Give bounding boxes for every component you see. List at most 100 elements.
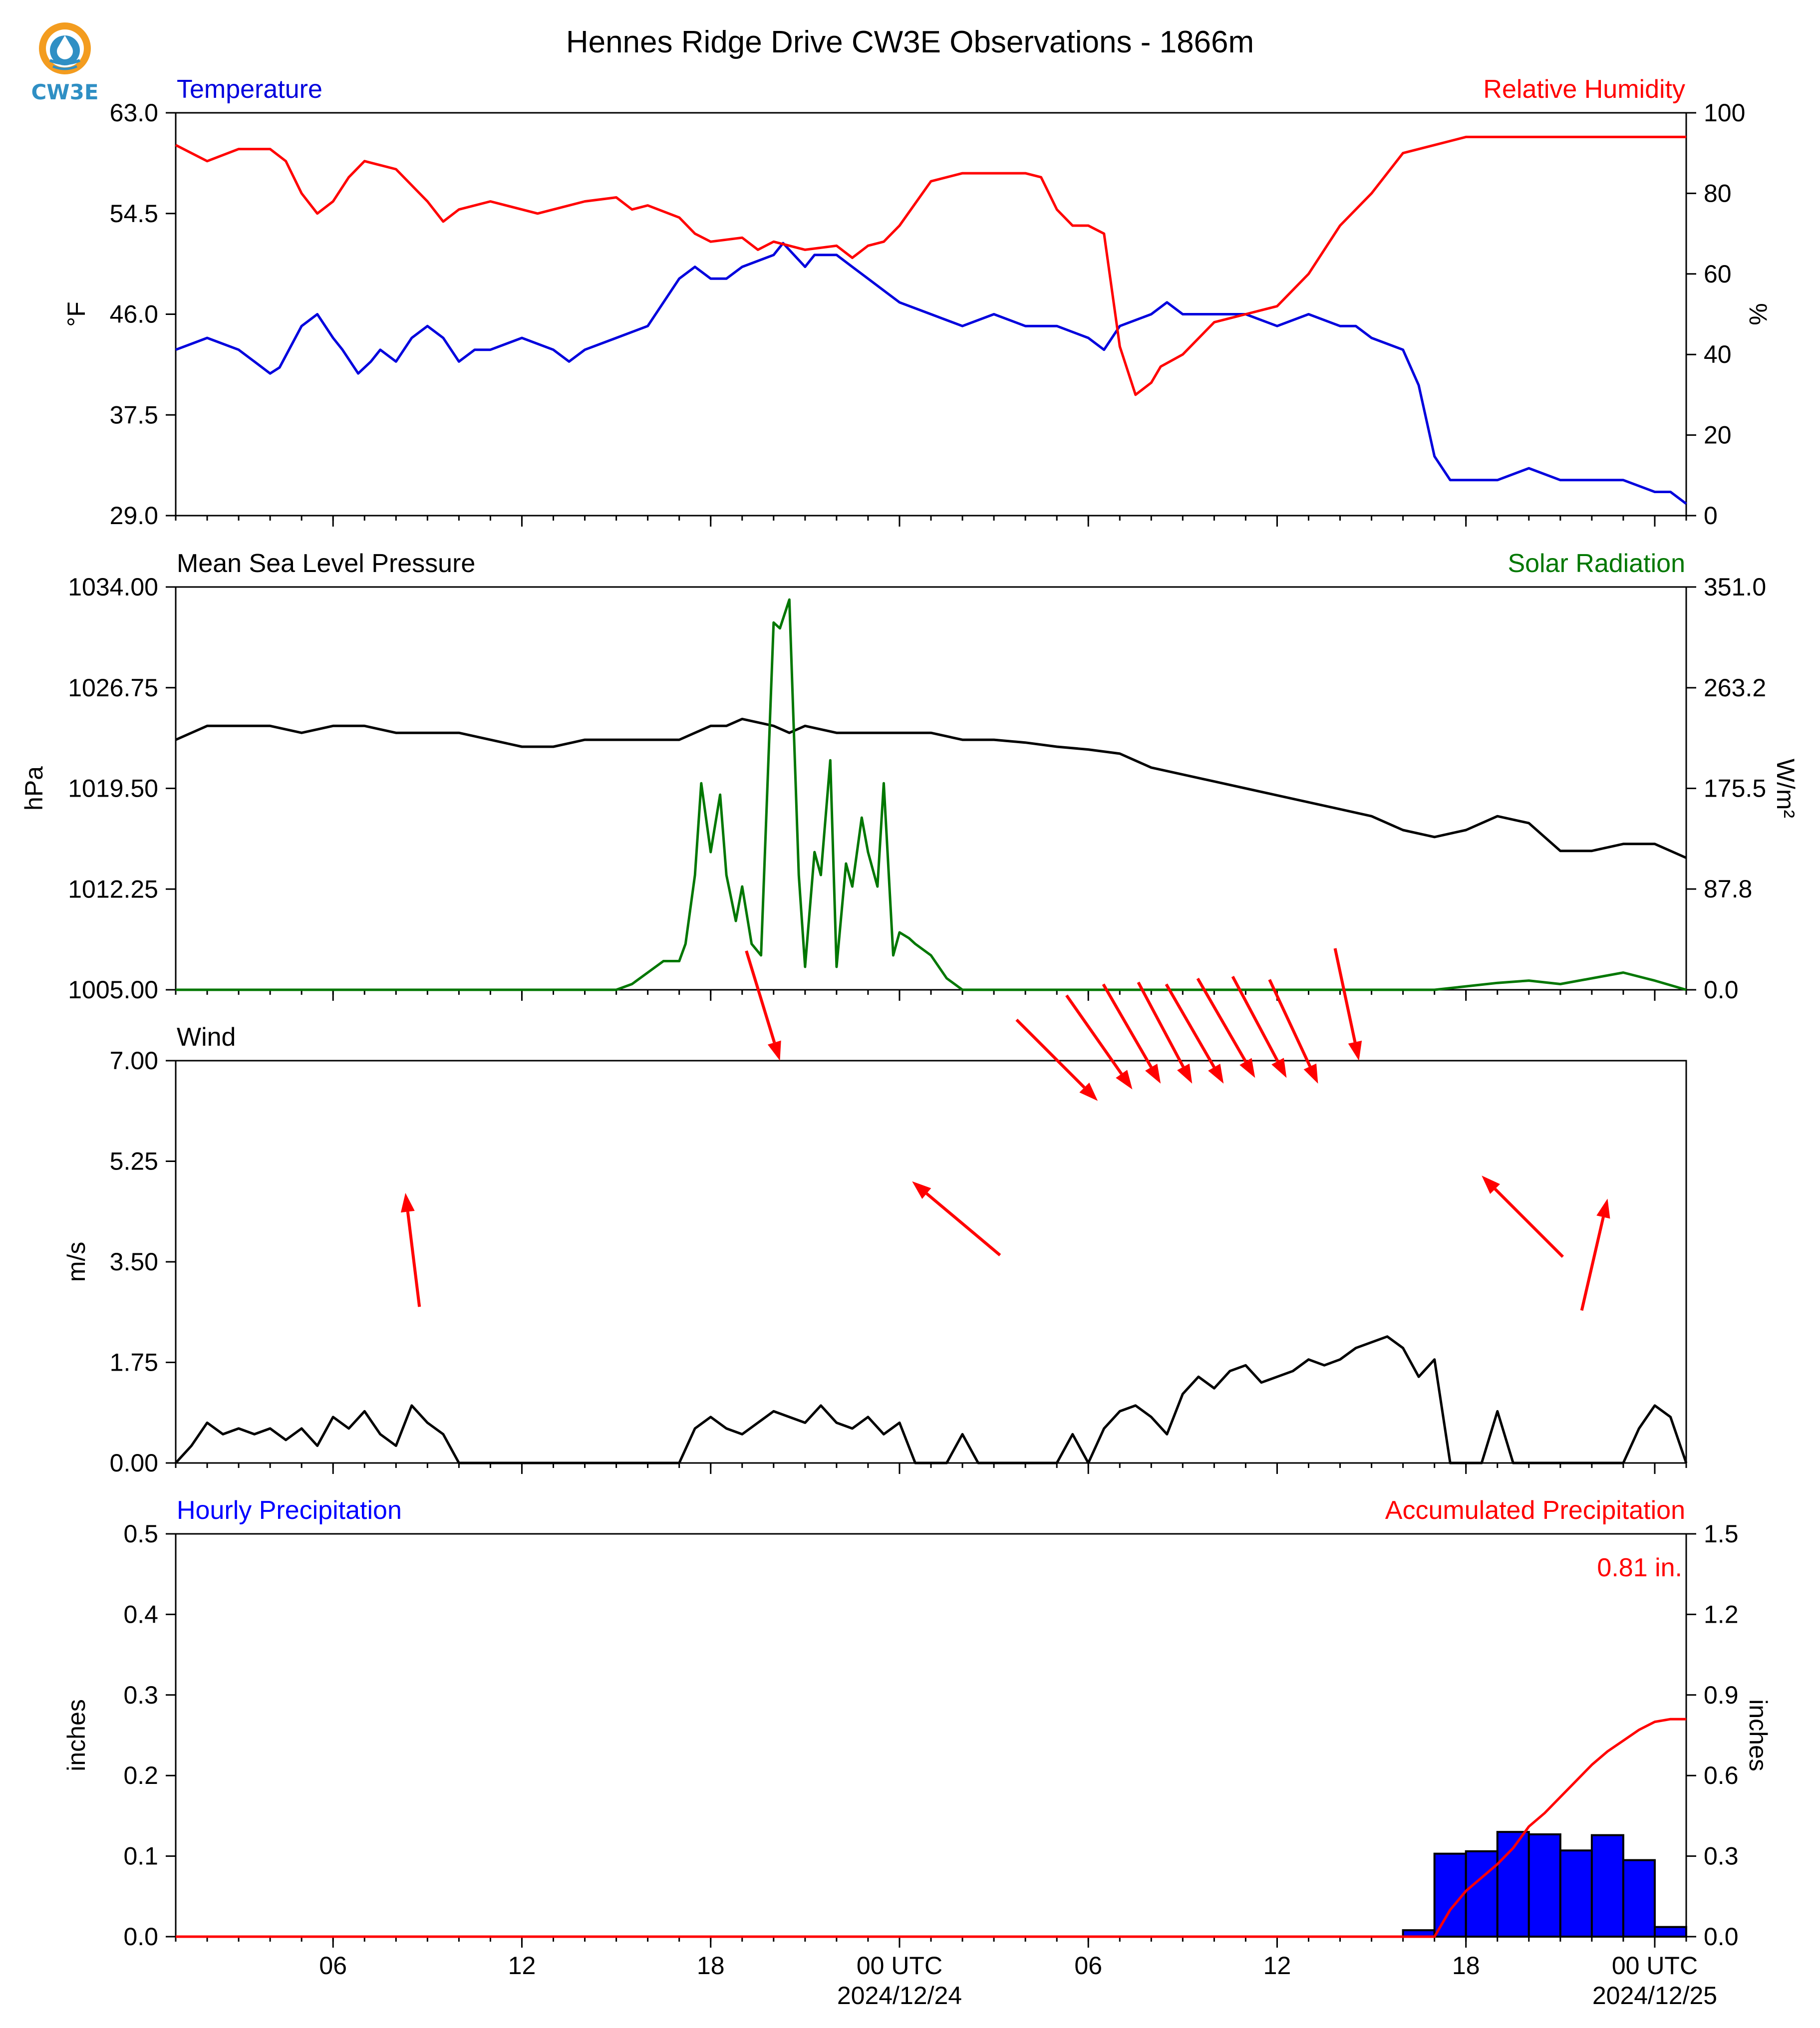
panel-2 — [166, 586, 1696, 1001]
y-right-tick-label: 20 — [1704, 421, 1732, 449]
wind-arrow-head — [912, 1181, 931, 1199]
wind-arrow-shaft — [1231, 976, 1279, 1062]
y-tick-label: 37.5 — [110, 401, 158, 429]
y-tick-label: 63.0 — [110, 99, 158, 127]
x-tick-label: 12 — [1263, 1952, 1291, 1980]
panel-frame — [175, 1060, 1687, 1464]
panel-3 — [166, 948, 1688, 1474]
wind-arrow — [1268, 979, 1318, 1084]
series-line-1 — [175, 717, 1687, 859]
x-tick-label: 06 — [1074, 1952, 1102, 1980]
y-axis-label: °F — [62, 301, 90, 327]
logo: CW3E — [30, 17, 100, 105]
y-right-tick-label: 0 — [1704, 502, 1718, 530]
x-tick-date-label: 2024/12/25 — [1592, 1982, 1717, 2010]
wind-arrow-head — [767, 1040, 781, 1061]
x-tick-date-label: 2024/12/24 — [837, 1982, 962, 2010]
y-tick-label: 0.5 — [123, 1520, 158, 1548]
y-right-axis-label: inches — [1744, 1699, 1772, 1771]
wind-arrow — [1580, 1198, 1610, 1311]
wind-arrow-shaft — [1268, 979, 1312, 1067]
y-tick-label: 5.25 — [110, 1148, 158, 1175]
y-right-tick-label: 80 — [1704, 179, 1732, 207]
y-right-tick-label: 60 — [1704, 260, 1732, 288]
wind-arrow — [1196, 977, 1255, 1078]
precip-bar — [1527, 1833, 1561, 1938]
y-tick-label: 0.3 — [123, 1681, 158, 1709]
wind-arrow-shaft — [745, 950, 776, 1043]
y-right-tick-label: 263.2 — [1704, 674, 1766, 702]
series-line-1 — [175, 1335, 1688, 1464]
accum-total-annotation: 0.81 in. — [1597, 1553, 1682, 1582]
y-right-axis-label: W/m² — [1772, 759, 1800, 818]
wind-arrow — [1165, 983, 1224, 1084]
wind-arrow-head — [1271, 1058, 1287, 1078]
panel-4 — [166, 1533, 1696, 1948]
y-tick-label: 0.00 — [110, 1449, 158, 1477]
y-right-tick-label: 100 — [1704, 99, 1745, 127]
x-tick-label: 12 — [508, 1952, 536, 1980]
precip-bar — [1653, 1926, 1687, 1938]
y-axis-label: inches — [62, 1699, 90, 1771]
wind-arrow-head — [1239, 1058, 1255, 1078]
wind-arrow-head — [1482, 1175, 1500, 1194]
y-right-tick-label: 0.6 — [1704, 1761, 1739, 1789]
y-tick-label: 1.75 — [110, 1349, 158, 1377]
y-tick-label: 0.0 — [123, 1923, 158, 1951]
x-tick-label: 00 UTC — [1612, 1952, 1698, 1980]
wind-arrow — [1065, 994, 1133, 1090]
series-line-2 — [175, 135, 1686, 396]
panel-left-title: Temperature — [177, 75, 322, 104]
wind-arrow-head — [1177, 1063, 1193, 1084]
wind-arrow-head — [1348, 1040, 1362, 1061]
y-tick-label: 1005.00 — [68, 976, 158, 1004]
wind-arrow-shaft — [1065, 994, 1123, 1075]
wind-arrow — [1231, 976, 1287, 1078]
y-tick-label: 29.0 — [110, 502, 158, 530]
y-tick-label: 3.50 — [110, 1248, 158, 1276]
figure-title: Hennes Ridge Drive CW3E Observations - 1… — [566, 25, 1254, 59]
y-right-tick-label: 351.0 — [1704, 573, 1766, 601]
y-axis-label: hPa — [20, 766, 48, 811]
wind-arrow-head — [400, 1192, 415, 1213]
wind-arrow-shaft — [1102, 983, 1153, 1068]
y-right-tick-label: 40 — [1704, 340, 1732, 368]
y-right-tick-label: 87.8 — [1704, 875, 1752, 903]
y-tick-label: 0.2 — [123, 1761, 158, 1789]
x-tick-label: 06 — [319, 1952, 347, 1980]
x-tick-label: 18 — [1452, 1952, 1480, 1980]
wind-arrow-shaft — [1196, 977, 1247, 1063]
panel-right-title: Relative Humidity — [1483, 75, 1685, 104]
wind-arrow — [400, 1192, 421, 1307]
x-tick-label: 18 — [697, 1952, 725, 1980]
wind-arrow-head — [1596, 1198, 1610, 1219]
logo-text: CW3E — [31, 80, 99, 104]
precip-bar — [1433, 1852, 1467, 1938]
wind-arrow-shaft — [1015, 1018, 1086, 1089]
panel-right-title: Solar Radiation — [1508, 549, 1685, 578]
y-right-axis-label: % — [1744, 303, 1772, 325]
y-tick-label: 46.0 — [110, 300, 158, 328]
y-tick-label: 1019.50 — [68, 775, 158, 803]
y-tick-label: 0.4 — [123, 1600, 158, 1628]
wind-arrow — [1482, 1175, 1564, 1258]
wind-arrow-shaft — [1333, 948, 1357, 1043]
precip-bar — [1622, 1859, 1656, 1938]
wind-arrow-shaft — [1165, 983, 1215, 1068]
wind-arrow — [1137, 981, 1193, 1084]
y-tick-label: 1026.75 — [68, 674, 158, 702]
wind-arrow — [1102, 983, 1161, 1084]
panel-left-title: Mean Sea Level Pressure — [177, 549, 475, 578]
x-tick-label: 00 UTC — [857, 1952, 942, 1980]
panel-1 — [166, 112, 1696, 527]
wind-arrow-head — [1145, 1064, 1161, 1084]
y-right-tick-label: 1.5 — [1704, 1520, 1739, 1548]
wind-arrow — [1015, 1018, 1098, 1101]
wind-arrow — [745, 950, 781, 1061]
panel-frame — [175, 586, 1687, 991]
y-tick-label: 54.5 — [110, 200, 158, 228]
y-right-tick-label: 0.0 — [1704, 976, 1739, 1004]
wind-arrow-head — [1208, 1064, 1224, 1084]
y-axis-label: m/s — [62, 1242, 90, 1282]
